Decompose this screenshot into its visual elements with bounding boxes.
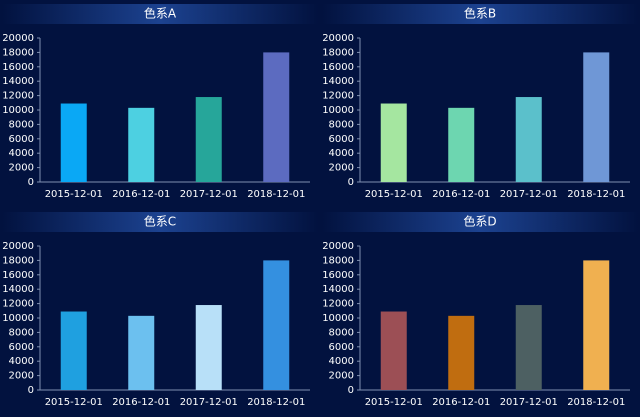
y-tick-label: 10000: [2, 313, 34, 324]
bar: [583, 52, 610, 183]
x-tick-label: 2018-12-01: [247, 189, 305, 200]
bar: [448, 107, 475, 182]
y-tick-label: 14000: [2, 76, 34, 87]
y-tick-label: 2000: [329, 371, 354, 382]
y-tick-label: 2000: [9, 371, 34, 382]
title-bar: [2, 4, 318, 24]
x-tick-label: 2018-12-01: [247, 397, 305, 408]
bar: [380, 311, 407, 390]
bar: [60, 311, 87, 390]
y-tick-label: 16000: [322, 62, 354, 73]
y-tick-label: 18000: [2, 47, 34, 58]
y-tick-label: 12000: [2, 91, 34, 102]
y-tick-label: 20000: [2, 241, 34, 252]
y-tick-label: 16000: [322, 270, 354, 281]
bar: [263, 52, 290, 183]
bar: [583, 260, 610, 390]
y-tick-label: 10000: [2, 105, 34, 116]
y-tick-label: 10000: [322, 105, 354, 116]
y-tick-label: 4000: [329, 356, 354, 367]
y-tick-label: 6000: [9, 342, 34, 353]
y-tick-label: 20000: [2, 33, 34, 44]
y-tick-label: 0: [28, 385, 34, 396]
y-tick-label: 14000: [2, 284, 34, 295]
x-tick-label: 2015-12-01: [365, 397, 423, 408]
bar: [380, 103, 407, 182]
y-tick-label: 4000: [9, 148, 34, 159]
y-tick-label: 2000: [9, 163, 34, 174]
y-tick-label: 2000: [329, 163, 354, 174]
bar: [128, 315, 155, 390]
bar: [515, 305, 542, 390]
title-bar: [322, 212, 638, 232]
bar: [263, 260, 290, 390]
y-tick-label: 8000: [329, 327, 354, 338]
y-tick-label: 8000: [9, 327, 34, 338]
bar: [60, 103, 87, 182]
chart-title: 色系D: [463, 215, 496, 229]
x-tick-label: 2015-12-01: [45, 397, 103, 408]
y-tick-label: 10000: [322, 313, 354, 324]
y-tick-label: 12000: [322, 91, 354, 102]
y-tick-label: 16000: [2, 62, 34, 73]
chart-title: 色系C: [144, 215, 176, 229]
x-tick-label: 2015-12-01: [365, 189, 423, 200]
y-tick-label: 0: [348, 385, 354, 396]
y-tick-label: 14000: [322, 284, 354, 295]
y-tick-label: 16000: [2, 270, 34, 281]
y-tick-label: 20000: [322, 33, 354, 44]
title-bar: [2, 212, 318, 232]
y-tick-label: 18000: [322, 255, 354, 266]
y-tick-label: 18000: [322, 47, 354, 58]
x-tick-label: 2017-12-01: [180, 397, 238, 408]
y-tick-label: 4000: [9, 356, 34, 367]
bar: [128, 107, 155, 182]
y-tick-label: 12000: [322, 299, 354, 310]
x-tick-label: 2015-12-01: [45, 189, 103, 200]
chart-title: 色系B: [464, 7, 496, 21]
x-tick-label: 2016-12-01: [112, 189, 170, 200]
y-tick-label: 6000: [9, 134, 34, 145]
y-tick-label: 6000: [329, 342, 354, 353]
bar: [515, 97, 542, 182]
y-tick-label: 6000: [329, 134, 354, 145]
y-tick-label: 14000: [322, 76, 354, 87]
x-tick-label: 2018-12-01: [567, 189, 625, 200]
x-tick-label: 2016-12-01: [432, 189, 490, 200]
y-tick-label: 0: [28, 177, 34, 188]
y-tick-label: 8000: [329, 119, 354, 130]
bar: [195, 305, 222, 390]
x-tick-label: 2018-12-01: [567, 397, 625, 408]
chart-title: 色系A: [144, 7, 177, 21]
y-tick-label: 18000: [2, 255, 34, 266]
bar: [448, 315, 475, 390]
y-tick-label: 20000: [322, 241, 354, 252]
x-tick-label: 2016-12-01: [432, 397, 490, 408]
y-tick-label: 0: [348, 177, 354, 188]
bar: [195, 97, 222, 182]
y-tick-label: 8000: [9, 119, 34, 130]
y-tick-label: 12000: [2, 299, 34, 310]
x-tick-label: 2017-12-01: [500, 397, 558, 408]
x-tick-label: 2017-12-01: [180, 189, 238, 200]
x-tick-label: 2016-12-01: [112, 397, 170, 408]
x-tick-label: 2017-12-01: [500, 189, 558, 200]
y-tick-label: 4000: [329, 148, 354, 159]
title-bar: [322, 4, 638, 24]
